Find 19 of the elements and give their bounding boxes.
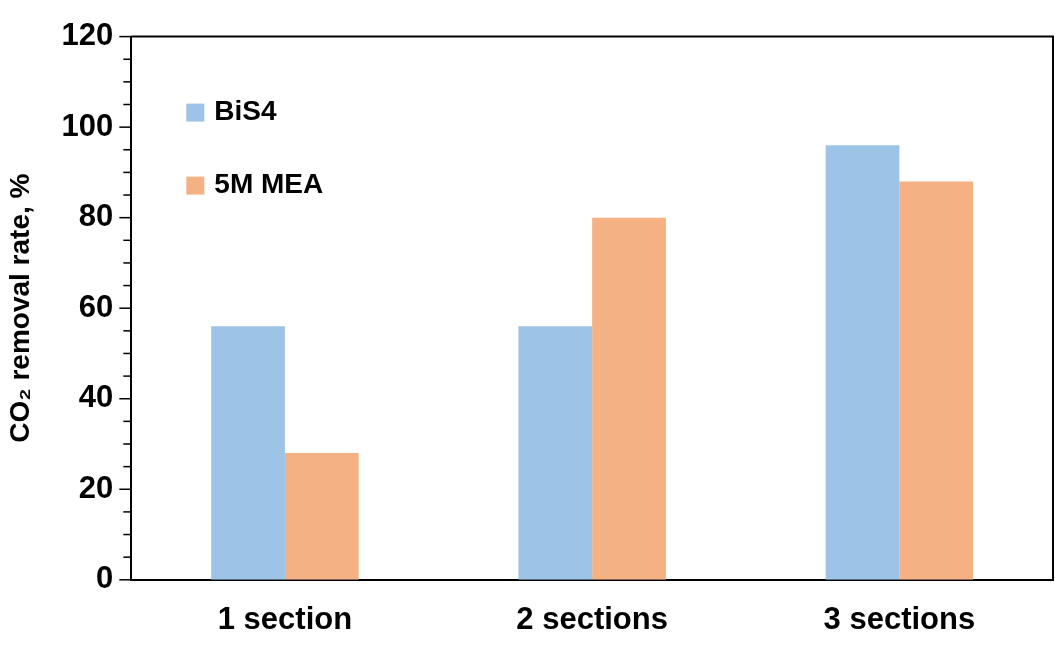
bar: [825, 145, 900, 580]
y-axis-title: CO₂ removal rate, %: [3, 173, 35, 443]
y-tick-label: 0: [96, 560, 114, 596]
y-tick-label: 40: [78, 379, 114, 415]
bar: [284, 453, 359, 580]
y-tick-label: 60: [78, 288, 114, 324]
x-tick-label: 2 sections: [516, 600, 668, 636]
bar: [518, 326, 593, 580]
y-tick-label: 120: [61, 17, 114, 53]
bar: [592, 217, 666, 580]
x-tick-label: 3 sections: [823, 600, 976, 636]
x-tick-label: 1 section: [217, 600, 353, 636]
legend-label: 5M MEA: [214, 168, 324, 200]
y-tick-label: 100: [61, 107, 114, 143]
y-tick-label: 20: [78, 469, 114, 505]
y-tick-label: 80: [78, 198, 114, 234]
bar: [899, 181, 974, 580]
bar: [211, 326, 285, 580]
legend-label: BiS4: [214, 95, 277, 127]
